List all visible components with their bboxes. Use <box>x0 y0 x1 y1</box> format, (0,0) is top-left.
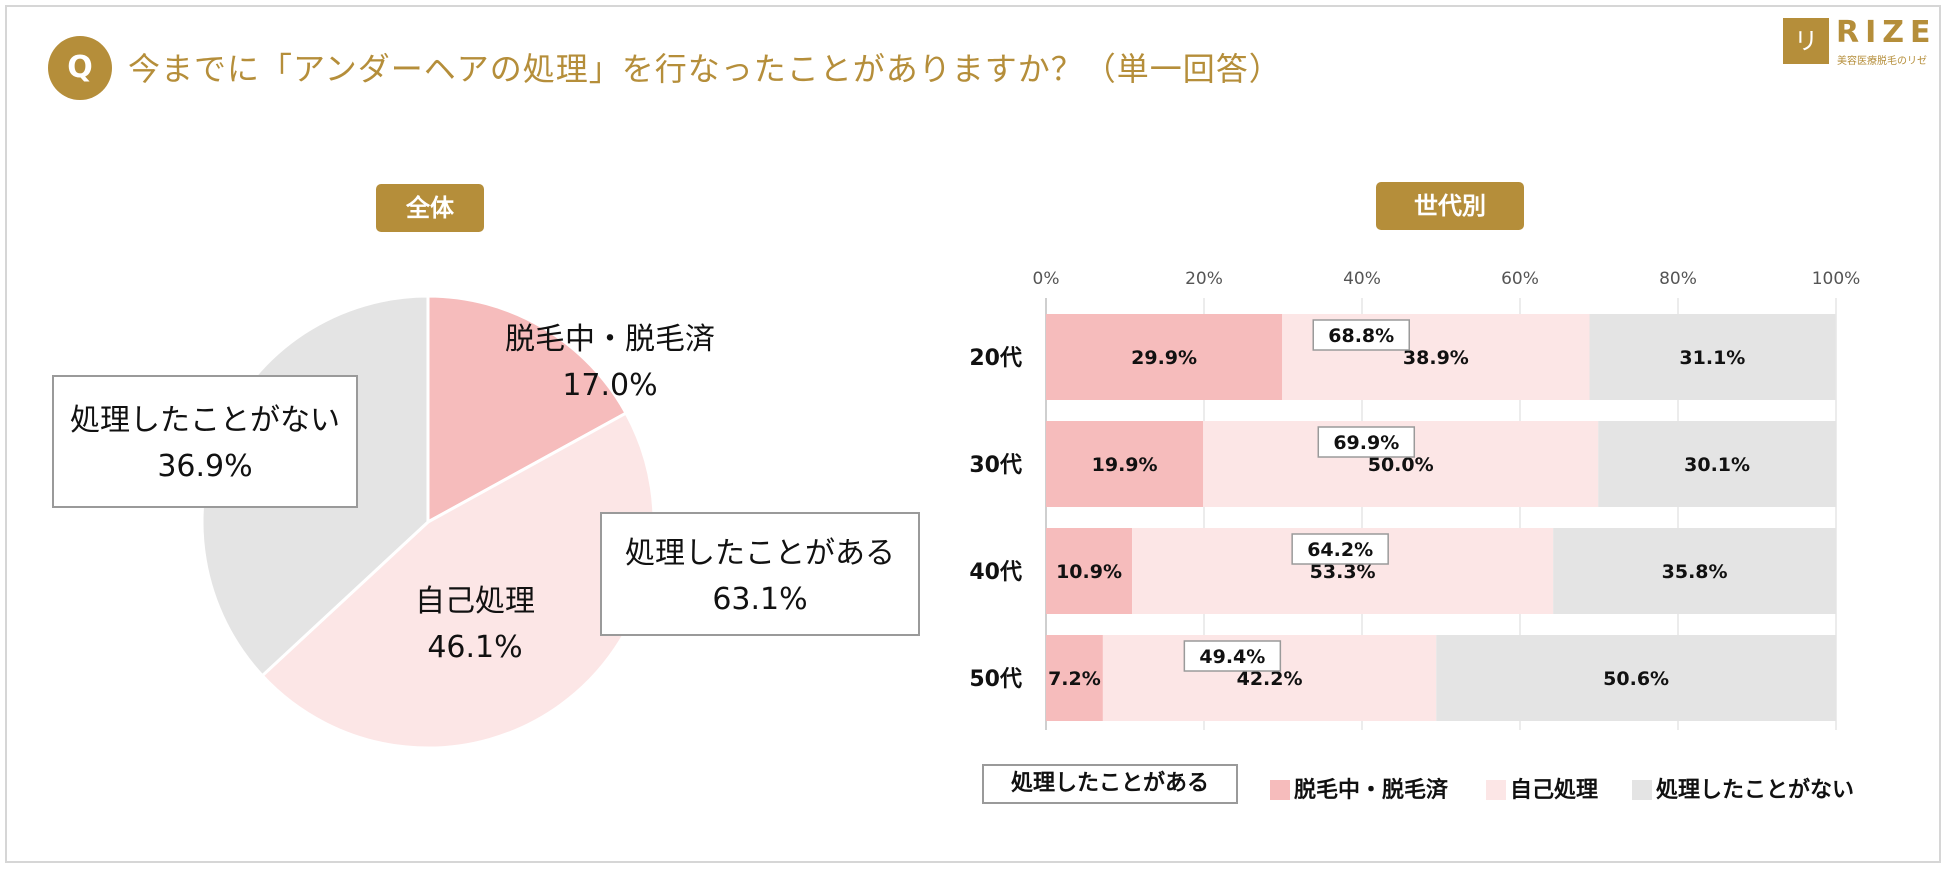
bar-segment-removal <box>1046 528 1133 614</box>
category-label: 40代 <box>969 560 1022 585</box>
pie-label-removal: 脱毛中・脱毛済 17.0% <box>480 314 740 403</box>
x-tick-label: 80% <box>1659 269 1697 289</box>
group-total-box <box>1183 640 1282 672</box>
x-tick-label: 20% <box>1185 269 1223 289</box>
bar-segment-none <box>1598 421 1836 507</box>
x-tick-label: 40% <box>1343 269 1381 289</box>
bar-value-label: 30.1% <box>1684 454 1750 476</box>
bar-value-label: 42.2% <box>1237 668 1303 690</box>
bar-segment-none <box>1436 635 1836 721</box>
group-total-box <box>1317 426 1416 458</box>
group-total-label: 68.8% <box>1328 325 1394 347</box>
bar-segment-removal <box>1046 635 1103 721</box>
pie-label-removal-name: 脱毛中・脱毛済 <box>505 322 715 357</box>
group-total-box <box>1291 533 1389 565</box>
pie-label-self-value: 46.1% <box>427 630 523 665</box>
bar-value-label: 50.0% <box>1368 454 1434 476</box>
legend-item-self: 自己処理 <box>1486 772 1598 804</box>
bar-value-label: 38.9% <box>1403 347 1469 369</box>
x-tick-label: 60% <box>1501 269 1539 289</box>
bar-segment-none <box>1553 528 1836 614</box>
bar-value-label: 53.3% <box>1310 561 1376 583</box>
pie-title-tag: 全体 <box>376 184 484 232</box>
legend-swatch-none <box>1632 780 1652 800</box>
question-title: 今までに「アンダーヘアの処理」を行なったことがありますか？（単一回答） <box>128 50 1282 88</box>
legend-label-none: 処理したことがない <box>1656 778 1855 803</box>
x-tick-label: 0% <box>1033 269 1060 289</box>
pie-label-self-name: 自己処理 <box>415 584 535 619</box>
rize-logo-mark: リゼ <box>1783 18 1829 101</box>
group-total-label: 69.9% <box>1333 432 1399 454</box>
slide-frame <box>5 5 1941 863</box>
pie-callout-handled-name: 処理したことがある <box>625 536 895 571</box>
legend-item-none: 処理したことがない <box>1632 772 1854 804</box>
category-label: 20代 <box>969 346 1022 371</box>
pie-label-self: 自己処理 46.1% <box>360 576 590 665</box>
legend-label-self: 自己処理 <box>1510 778 1599 803</box>
bar-value-label: 10.9% <box>1056 561 1122 583</box>
group-total-box <box>1312 319 1410 351</box>
question-badge: Q <box>48 36 112 100</box>
legend-swatch-removal <box>1270 780 1290 800</box>
bar-value-label: 50.6% <box>1603 668 1669 690</box>
pie-callout-handled: 処理したことがある 63.1% <box>600 512 920 636</box>
pie-slice-removal <box>426 294 629 525</box>
bar-value-label: 35.8% <box>1662 561 1728 583</box>
bar-segment-removal <box>1046 314 1283 400</box>
category-label: 30代 <box>969 453 1022 478</box>
pie-callout-none-value: 36.9% <box>157 449 253 484</box>
rize-logo-text: RIZE <box>1836 15 1937 50</box>
bar-segment-removal <box>1046 421 1204 507</box>
pie-callout-handled-value: 63.1% <box>712 582 808 617</box>
group-total-label: 64.2% <box>1307 539 1373 561</box>
group-total-label: 49.4% <box>1199 646 1265 668</box>
legend-label-removal: 脱毛中・脱毛済 <box>1294 778 1449 803</box>
rize-logo-tagline: 美容医療脱毛のリゼ <box>1837 56 1927 67</box>
legend-swatch-self <box>1486 780 1506 800</box>
pie-label-removal-value: 17.0% <box>562 368 658 403</box>
pie-slice-self <box>260 411 656 750</box>
bar-value-label: 31.1% <box>1679 347 1745 369</box>
pie-callout-none: 処理したことがない 36.9% <box>52 375 358 508</box>
bar-value-label: 7.2% <box>1048 668 1101 690</box>
bar-value-label: 19.9% <box>1092 454 1158 476</box>
x-tick-label: 100% <box>1812 269 1861 289</box>
bar-legend: 処理したことがある 脱毛中・脱毛済 自己処理 処理したことがない <box>982 762 1922 806</box>
bar-value-label: 29.9% <box>1131 347 1197 369</box>
legend-group-box: 処理したことがある <box>982 764 1238 804</box>
bar-title-tag: 世代別 <box>1376 182 1524 230</box>
pie-callout-none-name: 処理したことがない <box>70 403 340 438</box>
legend-item-removal: 脱毛中・脱毛済 <box>1270 772 1448 804</box>
bar-segment-none <box>1589 314 1836 400</box>
category-label: 50代 <box>969 667 1022 692</box>
